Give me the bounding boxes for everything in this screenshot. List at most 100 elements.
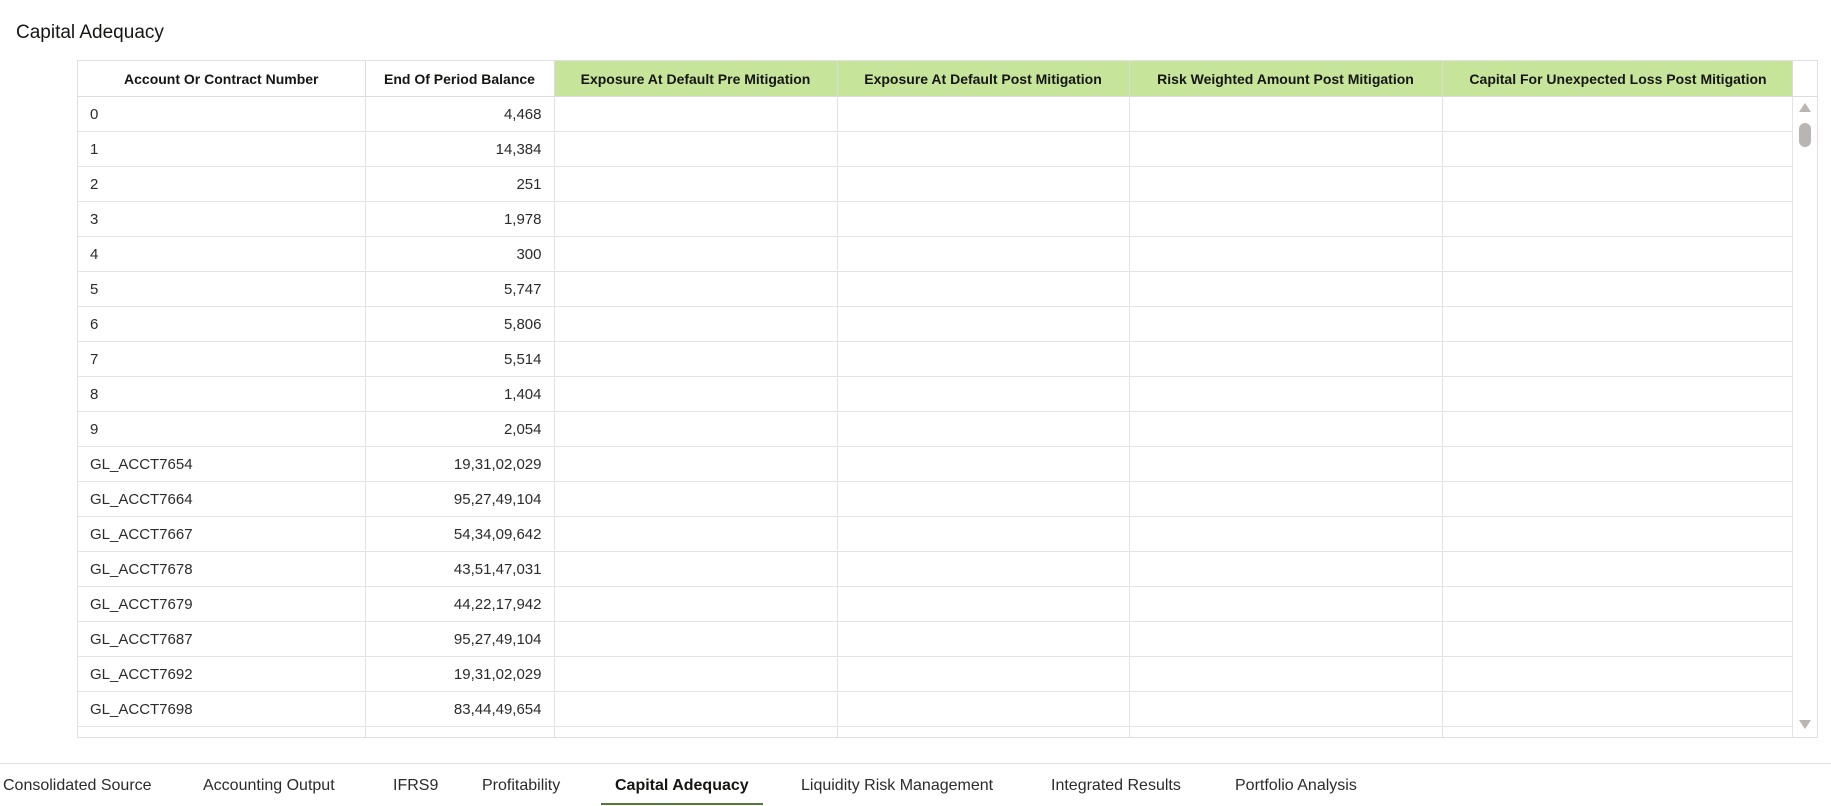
- account-cell: 6: [78, 306, 366, 342]
- empty-cell: [1442, 131, 1795, 167]
- scrollbar-thumb[interactable]: [1799, 123, 1811, 147]
- table-row[interactable]: GL_ACCT7654 19,31,02,029: [78, 446, 1795, 482]
- account-cell: GL_ACCT7678: [78, 551, 366, 587]
- scroll-down-arrow-icon[interactable]: [1799, 720, 1811, 729]
- vertical-scrollbar[interactable]: [1792, 97, 1817, 737]
- empty-cell: [1442, 411, 1795, 447]
- empty-cell: [1442, 621, 1795, 657]
- empty-cell: [837, 726, 1130, 737]
- table-row[interactable]: 2 251: [78, 166, 1795, 202]
- account-cell: GL_ACCT7692: [78, 656, 366, 692]
- table-row[interactable]: 3 1,978: [78, 201, 1795, 237]
- column-header[interactable]: Risk Weighted Amount Post Mitigation: [1129, 61, 1443, 97]
- account-cell: 1: [78, 131, 366, 167]
- column-header[interactable]: Capital For Unexpected Loss Post Mitigat…: [1442, 61, 1795, 97]
- empty-cell: [554, 376, 838, 412]
- table-row[interactable]: 8 1,404: [78, 376, 1795, 412]
- tab-profitability[interactable]: Profitability: [482, 777, 561, 794]
- table-row[interactable]: GL_ACCT7679 44,22,17,942: [78, 586, 1795, 622]
- tab-portfolio-analysis[interactable]: Portfolio Analysis: [1235, 777, 1357, 794]
- table-row[interactable]: GL_ACCT7664 95,27,49,104: [78, 481, 1795, 517]
- table-row[interactable]: 4 300: [78, 236, 1795, 272]
- empty-cell: [1129, 586, 1443, 622]
- empty-cell: [554, 341, 838, 377]
- table-row[interactable]: 5 5,747: [78, 271, 1795, 307]
- tab-capital-adequacy[interactable]: Capital Adequacy: [601, 777, 763, 805]
- empty-cell: [554, 446, 838, 482]
- empty-cell: [554, 201, 838, 237]
- balance-cell: 54,34,09,642: [365, 516, 555, 552]
- table-row[interactable]: GL_ACCT7687 95,27,49,104: [78, 621, 1795, 657]
- table-row[interactable]: 9 2,054: [78, 411, 1795, 447]
- account-cell: GL_ACCT7654: [78, 446, 366, 482]
- empty-cell: [1442, 271, 1795, 307]
- column-header[interactable]: Account Or Contract Number: [78, 61, 366, 97]
- empty-cell: [1442, 236, 1795, 272]
- empty-cell: [837, 166, 1130, 202]
- balance-cell: 251: [365, 166, 555, 202]
- empty-cell: [837, 516, 1130, 552]
- empty-cell: [837, 446, 1130, 482]
- data-grid: Account Or Contract Number End Of Period …: [77, 60, 1818, 738]
- table-row[interactable]: 6 5,806: [78, 306, 1795, 342]
- empty-cell: [554, 586, 838, 622]
- empty-cell: [1129, 411, 1443, 447]
- tab-consolidated-source[interactable]: Consolidated Source: [3, 777, 152, 794]
- empty-cell: [837, 551, 1130, 587]
- table-row[interactable]: GL_ACCT7678 43,51,47,031: [78, 551, 1795, 587]
- empty-cell: [837, 586, 1130, 622]
- table-row[interactable]: [78, 726, 1795, 737]
- account-cell: 4: [78, 236, 366, 272]
- account-cell: GL_ACCT7687: [78, 621, 366, 657]
- tab-liquidity-risk-management[interactable]: Liquidity Risk Management: [801, 777, 994, 794]
- empty-cell: [1442, 201, 1795, 237]
- empty-cell: [837, 691, 1130, 727]
- empty-cell: [1129, 306, 1443, 342]
- empty-cell: [554, 656, 838, 692]
- table-row[interactable]: 1 14,384: [78, 131, 1795, 167]
- empty-cell: [554, 411, 838, 447]
- empty-cell: [837, 376, 1130, 412]
- empty-cell: [1129, 166, 1443, 202]
- empty-cell: [1129, 201, 1443, 237]
- tab-accounting-output[interactable]: Accounting Output: [203, 777, 335, 794]
- empty-cell: [1442, 481, 1795, 517]
- scroll-up-arrow-icon[interactable]: [1799, 103, 1811, 112]
- table-row[interactable]: 0 4,468: [78, 96, 1795, 132]
- empty-cell: [837, 621, 1130, 657]
- balance-cell: 19,31,02,029: [365, 446, 555, 482]
- header-corner: [1792, 61, 1817, 97]
- column-header[interactable]: End Of Period Balance: [365, 61, 555, 97]
- empty-cell: [837, 236, 1130, 272]
- table-row[interactable]: GL_ACCT7692 19,31,02,029: [78, 656, 1795, 692]
- account-cell: 0: [78, 96, 366, 132]
- balance-cell: 19,31,02,029: [365, 656, 555, 692]
- empty-cell: [1129, 236, 1443, 272]
- empty-cell: [837, 201, 1130, 237]
- empty-cell: [1442, 166, 1795, 202]
- account-cell: GL_ACCT7667: [78, 516, 366, 552]
- column-header[interactable]: Exposure At Default Pre Mitigation: [554, 61, 838, 97]
- empty-cell: [1129, 551, 1443, 587]
- tab-integrated-results[interactable]: Integrated Results: [1051, 777, 1181, 794]
- empty-cell: [1442, 656, 1795, 692]
- empty-cell: [1129, 446, 1443, 482]
- table-row[interactable]: GL_ACCT7667 54,34,09,642: [78, 516, 1795, 552]
- tab-ifrs9[interactable]: IFRS9: [393, 777, 439, 794]
- empty-cell: [554, 96, 838, 132]
- capital-adequacy-table: Account Or Contract Number End Of Period …: [78, 61, 1795, 737]
- balance-cell: 300: [365, 236, 555, 272]
- header-row: Account Or Contract Number End Of Period …: [78, 61, 1795, 97]
- table-row[interactable]: GL_ACCT7698 83,44,49,654: [78, 691, 1795, 727]
- empty-cell: [1129, 271, 1443, 307]
- empty-cell: [1129, 96, 1443, 132]
- bottom-tab-bar: Consolidated Source Accounting Output IFRS…: [0, 763, 1831, 806]
- account-cell: 3: [78, 201, 366, 237]
- page-title: Capital Adequacy: [16, 22, 164, 43]
- empty-cell: [1129, 131, 1443, 167]
- empty-cell: [1129, 481, 1443, 517]
- empty-cell: [554, 166, 838, 202]
- account-cell: GL_ACCT7664: [78, 481, 366, 517]
- table-row[interactable]: 7 5,514: [78, 341, 1795, 377]
- column-header[interactable]: Exposure At Default Post Mitigation: [837, 61, 1130, 97]
